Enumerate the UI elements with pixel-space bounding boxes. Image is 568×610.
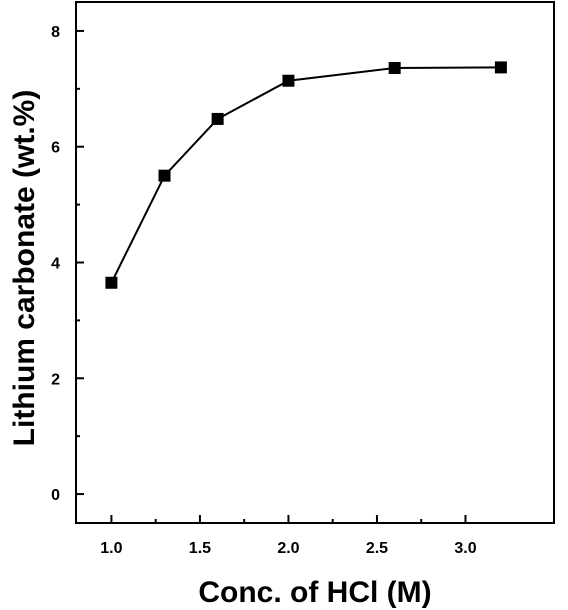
x-tick-label: 3.0 xyxy=(454,540,476,557)
y-tick-label: 0 xyxy=(51,487,60,504)
x-tick-label: 1.5 xyxy=(189,540,211,557)
data-point xyxy=(282,74,295,87)
y-axis-title: Lithium carbonate (wt.%) xyxy=(8,90,41,447)
data-point xyxy=(105,276,118,289)
y-tick-label: 2 xyxy=(51,371,60,388)
x-axis-title: Conc. of HCl (M) xyxy=(198,576,431,609)
series-line xyxy=(110,66,501,284)
x-tick-label: 1.0 xyxy=(100,540,122,557)
x-tick-label: 2.0 xyxy=(277,540,299,557)
data-point xyxy=(158,169,171,182)
y-tick-label: 6 xyxy=(51,140,60,157)
plot-frame xyxy=(75,1,555,524)
data-point xyxy=(494,61,507,74)
y-tick-label: 4 xyxy=(51,256,60,273)
data-point xyxy=(388,61,401,74)
data-point xyxy=(211,112,224,125)
x-axis: 1.0 1.5 2.0 2.5 3.0 xyxy=(100,515,477,557)
y-tick-label: 8 xyxy=(51,24,60,41)
series-markers xyxy=(105,61,507,289)
x-tick-label: 2.5 xyxy=(366,540,388,557)
y-axis: 0 2 4 6 8 xyxy=(51,24,84,504)
